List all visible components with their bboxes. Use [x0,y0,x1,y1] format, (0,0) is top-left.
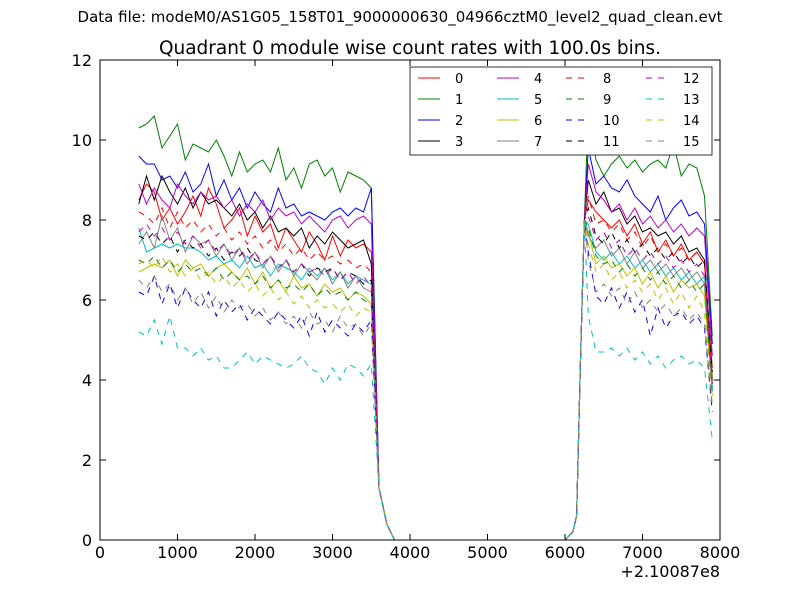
y-tick-label: 12 [72,51,92,70]
legend-label-12: 12 [683,72,700,87]
legend-label-9: 9 [603,93,611,108]
series-line-9 [138,219,713,540]
x-tick-label: 7000 [622,543,663,562]
legend-label-14: 14 [683,114,700,129]
legend-label-15: 15 [683,135,700,150]
legend-label-11: 11 [603,135,620,150]
series-line-12 [138,215,713,540]
y-tick-label: 6 [82,291,92,310]
series-line-5 [138,218,713,540]
chart-title: Quadrant 0 module wise count rates with … [159,38,661,59]
x-tick-label: 6000 [545,543,586,562]
x-tick-label: 3000 [312,543,353,562]
legend-label-0: 0 [455,72,463,87]
y-tick-label: 2 [82,451,92,470]
legend-label-1: 1 [455,93,463,108]
legend-label-2: 2 [455,114,463,129]
legend-label-13: 13 [683,93,700,108]
x-tick-label: 8000 [700,543,741,562]
y-tick-label: 8 [82,211,92,230]
legend-label-4: 4 [534,72,542,87]
legend-label-10: 10 [603,114,620,129]
data-file-title: Data file: modeM0/AS1G05_158T01_90000006… [77,8,723,26]
series-line-6 [138,219,713,540]
y-tick-label: 0 [82,531,92,550]
x-tick-label: 0 [95,543,105,562]
series-line-0 [138,183,713,540]
x-offset-label: +2.10087e8 [620,562,720,581]
series-line-11 [138,206,713,540]
series-line-13 [138,219,713,540]
series-line-1 [138,107,713,540]
legend-label-6: 6 [534,114,542,129]
series-line-4 [138,163,713,540]
x-tick-label: 5000 [467,543,508,562]
legend-label-3: 3 [455,135,463,150]
legend-label-8: 8 [603,72,611,87]
legend-box [409,66,713,156]
y-tick-label: 4 [82,371,92,390]
series-line-10 [138,219,713,540]
legend-label-7: 7 [534,135,542,150]
series-line-3 [138,174,713,540]
y-tick-label: 10 [72,131,92,150]
series-line-14 [138,219,713,540]
x-tick-label: 1000 [157,543,198,562]
series-line-15 [138,219,713,540]
x-tick-label: 2000 [235,543,276,562]
x-tick-label: 4000 [390,543,431,562]
legend-label-5: 5 [534,93,542,108]
